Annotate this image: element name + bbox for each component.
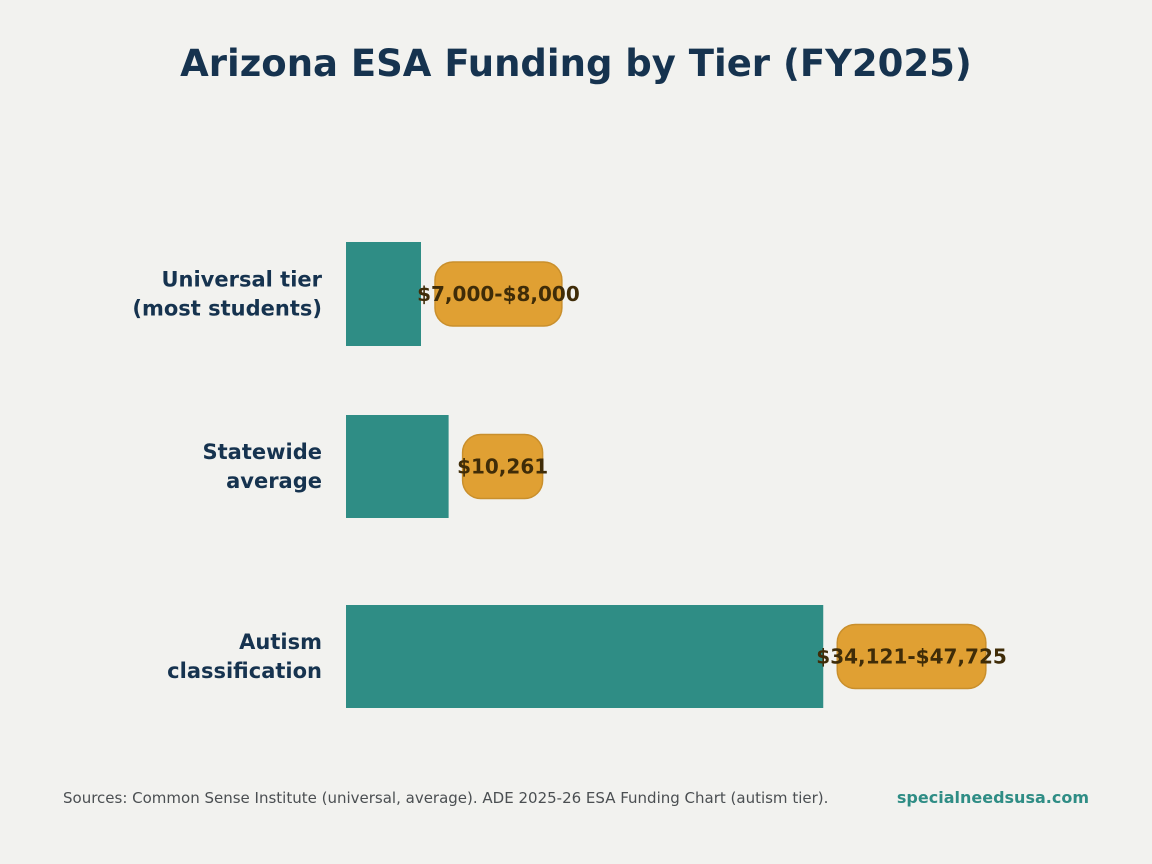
category-label-0-1: (most students): [132, 297, 322, 321]
category-label-2-1: classification: [167, 659, 322, 683]
chart-title: Arizona ESA Funding by Tier (FY2025): [180, 42, 972, 85]
value-label-box-1: [461, 433, 544, 500]
category-label-2-0: Autism: [239, 630, 322, 654]
footer: Sources: Common Sense Institute (univers…: [63, 788, 1089, 807]
category-label-0-0: Universal tier: [161, 268, 322, 292]
site-credit[interactable]: specialneedsusa.com: [896, 788, 1089, 807]
value-label-2: $34,121-$47,725: [816, 645, 1007, 669]
value-label-box-2: [836, 623, 987, 690]
category-label-1-0: Statewide: [203, 440, 323, 464]
bar-0: [346, 242, 421, 346]
source-note: Sources: Common Sense Institute (univers…: [63, 789, 829, 807]
bars-layer: Universal tier (most students) $7,000-$8,0…: [132, 242, 1007, 708]
value-label-1: $10,261: [457, 455, 548, 479]
category-label-1-1: average: [226, 469, 322, 493]
value-label-box-0: [434, 261, 563, 327]
bar-2: [346, 605, 824, 708]
bar-1: [346, 415, 449, 518]
value-label-0: $7,000-$8,000: [417, 282, 580, 306]
